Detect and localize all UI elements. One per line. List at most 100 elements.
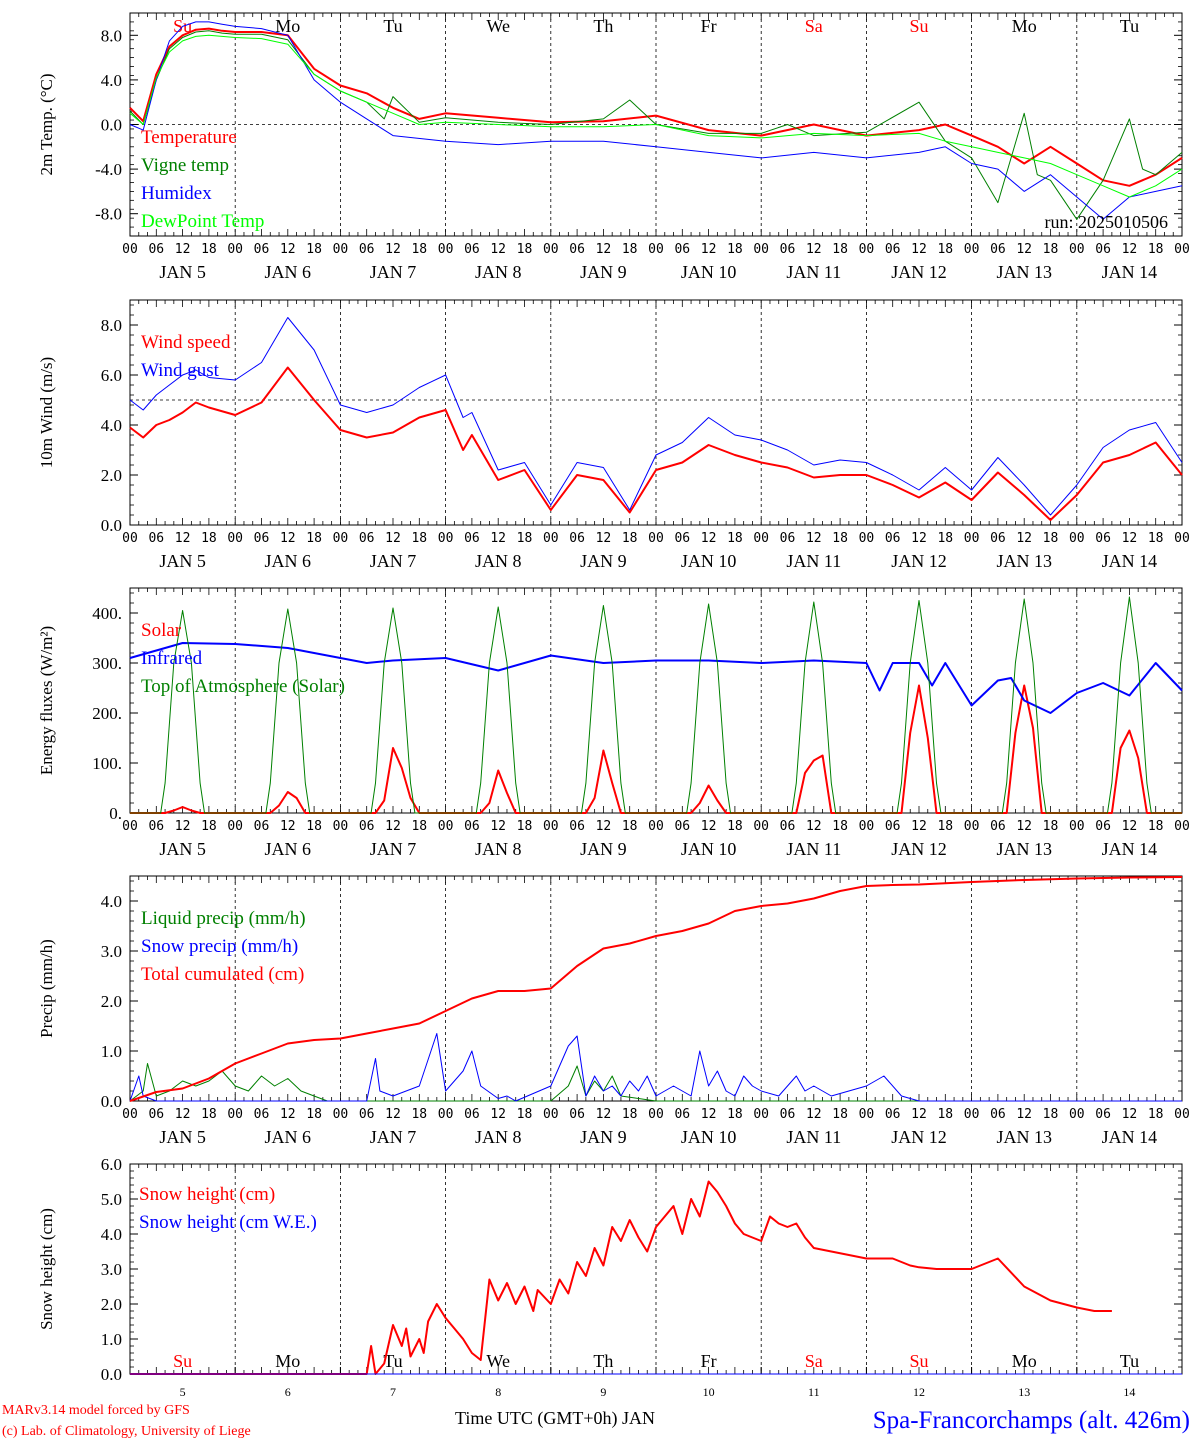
date-label: JAN 14 <box>1102 839 1158 859</box>
series-line-vigne-temp <box>129 30 1183 220</box>
hour-label: 12 <box>596 531 612 546</box>
hour-label: 00 <box>1174 242 1190 257</box>
weekday-label: Mo <box>1012 1351 1037 1371</box>
hour-label: 18 <box>306 819 322 834</box>
weekday-label: Tu <box>1120 16 1139 36</box>
hour-label: 12 <box>701 242 717 257</box>
hour-label: 18 <box>832 819 848 834</box>
y-tick-label: 3.0 <box>101 1260 122 1279</box>
hour-label: 06 <box>1095 531 1111 546</box>
y-tick-label: 3.0 <box>101 942 122 961</box>
hour-label: 06 <box>148 1107 164 1122</box>
hour-label: 00 <box>1174 1107 1190 1122</box>
y-axis-label: Precip (mm/h) <box>37 939 56 1038</box>
hour-label: 18 <box>411 242 427 257</box>
hour-label: 12 <box>1016 242 1032 257</box>
hour-label: 00 <box>1069 1107 1085 1122</box>
date-label: JAN 8 <box>475 262 522 282</box>
day-number-label: 7 <box>390 1385 396 1399</box>
hour-label: 18 <box>937 819 953 834</box>
hour-label: 12 <box>596 242 612 257</box>
hour-label: 00 <box>964 242 980 257</box>
hour-label: 12 <box>701 1107 717 1122</box>
hour-label: 00 <box>122 242 138 257</box>
hour-label: 18 <box>411 1107 427 1122</box>
date-label: JAN 5 <box>159 551 206 571</box>
hour-label: 06 <box>254 242 270 257</box>
hour-label: 06 <box>990 531 1006 546</box>
date-label: JAN 11 <box>786 551 841 571</box>
hour-label: 12 <box>1122 1107 1138 1122</box>
y-tick-label: 2.0 <box>101 466 122 485</box>
date-label: JAN 9 <box>580 551 627 571</box>
hour-label: 12 <box>280 531 296 546</box>
hour-label: 06 <box>674 1107 690 1122</box>
date-label: JAN 7 <box>370 1127 417 1147</box>
y-tick-label: 5.0 <box>101 1190 122 1209</box>
weekday-label: Mo <box>275 1351 300 1371</box>
hour-label: 18 <box>832 1107 848 1122</box>
hour-label: 12 <box>911 1107 927 1122</box>
date-label: JAN 9 <box>580 1127 627 1147</box>
y-axis-label: 2m Temp. (°C) <box>37 73 56 175</box>
y-tick-label: 2.0 <box>101 992 122 1011</box>
day-number-label: 5 <box>180 1385 186 1399</box>
hour-label: 00 <box>753 819 769 834</box>
hour-label: 18 <box>1148 819 1164 834</box>
hour-label: 12 <box>385 1107 401 1122</box>
hour-label: 12 <box>1016 819 1032 834</box>
hour-label: 06 <box>674 819 690 834</box>
weekday-label: We <box>486 1351 510 1371</box>
hour-label: 12 <box>280 819 296 834</box>
date-label: JAN 10 <box>681 551 737 571</box>
hour-label: 06 <box>464 242 480 257</box>
y-tick-label: 1.0 <box>101 1330 122 1349</box>
weekday-label: Tu <box>383 1351 402 1371</box>
hour-label: 00 <box>753 1107 769 1122</box>
hour-label: 18 <box>727 531 743 546</box>
date-label: JAN 12 <box>891 262 947 282</box>
hour-label: 12 <box>1016 531 1032 546</box>
y-tick-label: 400. <box>92 604 122 623</box>
hour-label: 18 <box>201 819 217 834</box>
hour-label: 12 <box>911 242 927 257</box>
day-number-label: 10 <box>703 1385 715 1399</box>
date-label: JAN 9 <box>580 262 627 282</box>
hour-label: 00 <box>543 531 559 546</box>
date-label: JAN 11 <box>786 1127 841 1147</box>
series-line-top-of-atmosphere-solar- <box>130 596 1182 814</box>
hour-label: 00 <box>859 1107 875 1122</box>
hour-label: 12 <box>1016 1107 1032 1122</box>
y-tick-label: 200. <box>92 704 122 723</box>
date-label: JAN 8 <box>475 551 522 571</box>
hour-label: 00 <box>438 819 454 834</box>
series-line-humidex <box>129 21 1183 220</box>
y-tick-label: 0.0 <box>101 1365 122 1384</box>
hour-label: 18 <box>727 242 743 257</box>
hour-label: 00 <box>122 819 138 834</box>
y-tick-label: 300. <box>92 654 122 673</box>
y-axis-label: 10m Wind (m/s) <box>37 357 56 468</box>
hour-label: 06 <box>569 819 585 834</box>
hour-label: 18 <box>517 531 533 546</box>
date-label: JAN 7 <box>370 839 417 859</box>
hour-label: 06 <box>885 819 901 834</box>
date-label: JAN 6 <box>265 262 312 282</box>
day-number-label: 14 <box>1123 1385 1135 1399</box>
hour-label: 00 <box>333 1107 349 1122</box>
hour-label: 06 <box>674 242 690 257</box>
hour-label: 06 <box>990 819 1006 834</box>
date-label: JAN 5 <box>159 1127 206 1147</box>
hour-label: 18 <box>1148 531 1164 546</box>
series-line-wind-gust <box>129 317 1183 516</box>
y-tick-label: 0.0 <box>101 116 122 135</box>
hour-label: 00 <box>227 531 243 546</box>
hour-label: 00 <box>648 531 664 546</box>
date-label: JAN 10 <box>681 839 737 859</box>
day-number-label: 13 <box>1018 1385 1030 1399</box>
series-line-temperature <box>129 27 1183 187</box>
series-line-wind-speed <box>129 366 1183 521</box>
hour-label: 12 <box>175 531 191 546</box>
hour-label: 00 <box>753 531 769 546</box>
